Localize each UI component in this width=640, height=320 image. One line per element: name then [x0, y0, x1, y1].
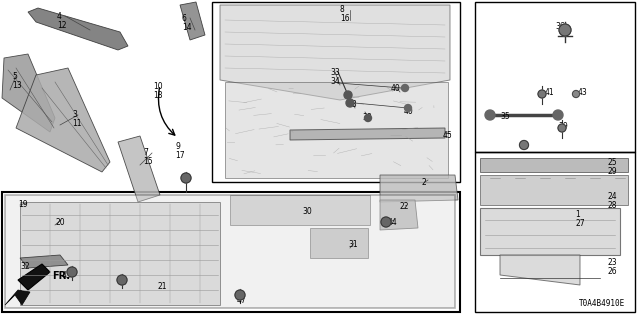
Text: 10: 10 — [153, 82, 163, 91]
Text: 36: 36 — [555, 22, 564, 31]
Text: FR.: FR. — [52, 271, 70, 281]
Text: 43: 43 — [578, 88, 588, 97]
Circle shape — [401, 84, 408, 92]
Text: 12: 12 — [57, 21, 67, 30]
Text: 22: 22 — [400, 202, 410, 211]
Polygon shape — [480, 208, 620, 255]
Text: 24: 24 — [608, 192, 618, 201]
Text: 17: 17 — [175, 151, 184, 160]
Text: 44: 44 — [388, 218, 397, 227]
Circle shape — [181, 173, 191, 183]
Text: 14: 14 — [182, 23, 191, 32]
Bar — [212, 2, 460, 182]
Text: 45: 45 — [443, 131, 452, 140]
Polygon shape — [500, 255, 580, 285]
Text: 37: 37 — [118, 278, 128, 287]
Circle shape — [235, 290, 245, 300]
Text: 15: 15 — [143, 157, 152, 166]
Polygon shape — [5, 195, 455, 308]
Text: 43: 43 — [62, 271, 72, 280]
Text: 9: 9 — [175, 142, 180, 151]
Text: 1: 1 — [575, 210, 580, 219]
Text: 31: 31 — [348, 240, 358, 249]
Circle shape — [117, 275, 127, 285]
Text: 47: 47 — [237, 296, 247, 305]
Polygon shape — [480, 158, 628, 172]
Polygon shape — [230, 195, 370, 225]
Text: 18: 18 — [153, 91, 163, 100]
Text: 7: 7 — [143, 148, 148, 157]
Circle shape — [573, 91, 579, 98]
Circle shape — [520, 140, 529, 149]
Text: 35: 35 — [500, 112, 509, 121]
Polygon shape — [20, 255, 68, 268]
Text: 41: 41 — [545, 88, 555, 97]
Circle shape — [538, 90, 546, 98]
Text: 4: 4 — [57, 12, 62, 21]
Circle shape — [344, 91, 352, 99]
Bar — [475, 2, 635, 152]
Text: 38: 38 — [362, 113, 372, 122]
Text: 23: 23 — [608, 258, 618, 267]
Text: 2: 2 — [422, 178, 427, 187]
Polygon shape — [480, 175, 628, 205]
Polygon shape — [310, 228, 368, 258]
Polygon shape — [290, 128, 445, 140]
Text: 8: 8 — [340, 5, 345, 14]
Circle shape — [553, 110, 563, 120]
Circle shape — [381, 217, 391, 227]
Polygon shape — [28, 8, 128, 50]
Text: 40: 40 — [391, 84, 401, 93]
Text: 6: 6 — [182, 14, 187, 23]
Text: 40: 40 — [404, 107, 413, 116]
Polygon shape — [180, 2, 205, 40]
Text: 26: 26 — [608, 267, 618, 276]
Circle shape — [404, 105, 412, 111]
Polygon shape — [220, 5, 450, 100]
Text: 29: 29 — [608, 167, 618, 176]
Polygon shape — [16, 68, 110, 172]
Polygon shape — [5, 290, 30, 305]
Polygon shape — [118, 136, 160, 202]
Text: 25: 25 — [608, 158, 618, 167]
Circle shape — [346, 99, 354, 107]
Text: 3: 3 — [72, 110, 77, 119]
Text: 5: 5 — [12, 72, 17, 81]
Polygon shape — [20, 202, 220, 305]
Text: 30: 30 — [302, 207, 312, 216]
Text: 38: 38 — [347, 100, 356, 109]
Circle shape — [67, 267, 77, 277]
Circle shape — [485, 110, 495, 120]
Circle shape — [365, 115, 371, 122]
Text: 21: 21 — [158, 282, 168, 291]
Text: 13: 13 — [12, 81, 22, 90]
Text: 11: 11 — [72, 119, 81, 128]
Polygon shape — [380, 175, 458, 202]
Circle shape — [559, 24, 571, 36]
Polygon shape — [380, 200, 418, 230]
Text: 20: 20 — [55, 218, 65, 227]
Text: 28: 28 — [608, 201, 618, 210]
Bar — [475, 152, 635, 312]
Text: 46: 46 — [182, 175, 192, 184]
Text: 33: 33 — [330, 68, 340, 77]
Polygon shape — [225, 82, 448, 178]
Polygon shape — [18, 264, 50, 290]
Text: 42: 42 — [520, 142, 530, 151]
Text: 27: 27 — [575, 219, 584, 228]
Text: 32: 32 — [20, 262, 29, 271]
Bar — [2, 192, 460, 312]
Text: 16: 16 — [340, 14, 349, 23]
Circle shape — [558, 124, 566, 132]
Text: T0A4B4910E: T0A4B4910E — [579, 299, 625, 308]
Text: 39: 39 — [558, 122, 568, 131]
Polygon shape — [2, 54, 55, 132]
Text: 34: 34 — [330, 77, 340, 86]
Text: 19: 19 — [18, 200, 28, 209]
